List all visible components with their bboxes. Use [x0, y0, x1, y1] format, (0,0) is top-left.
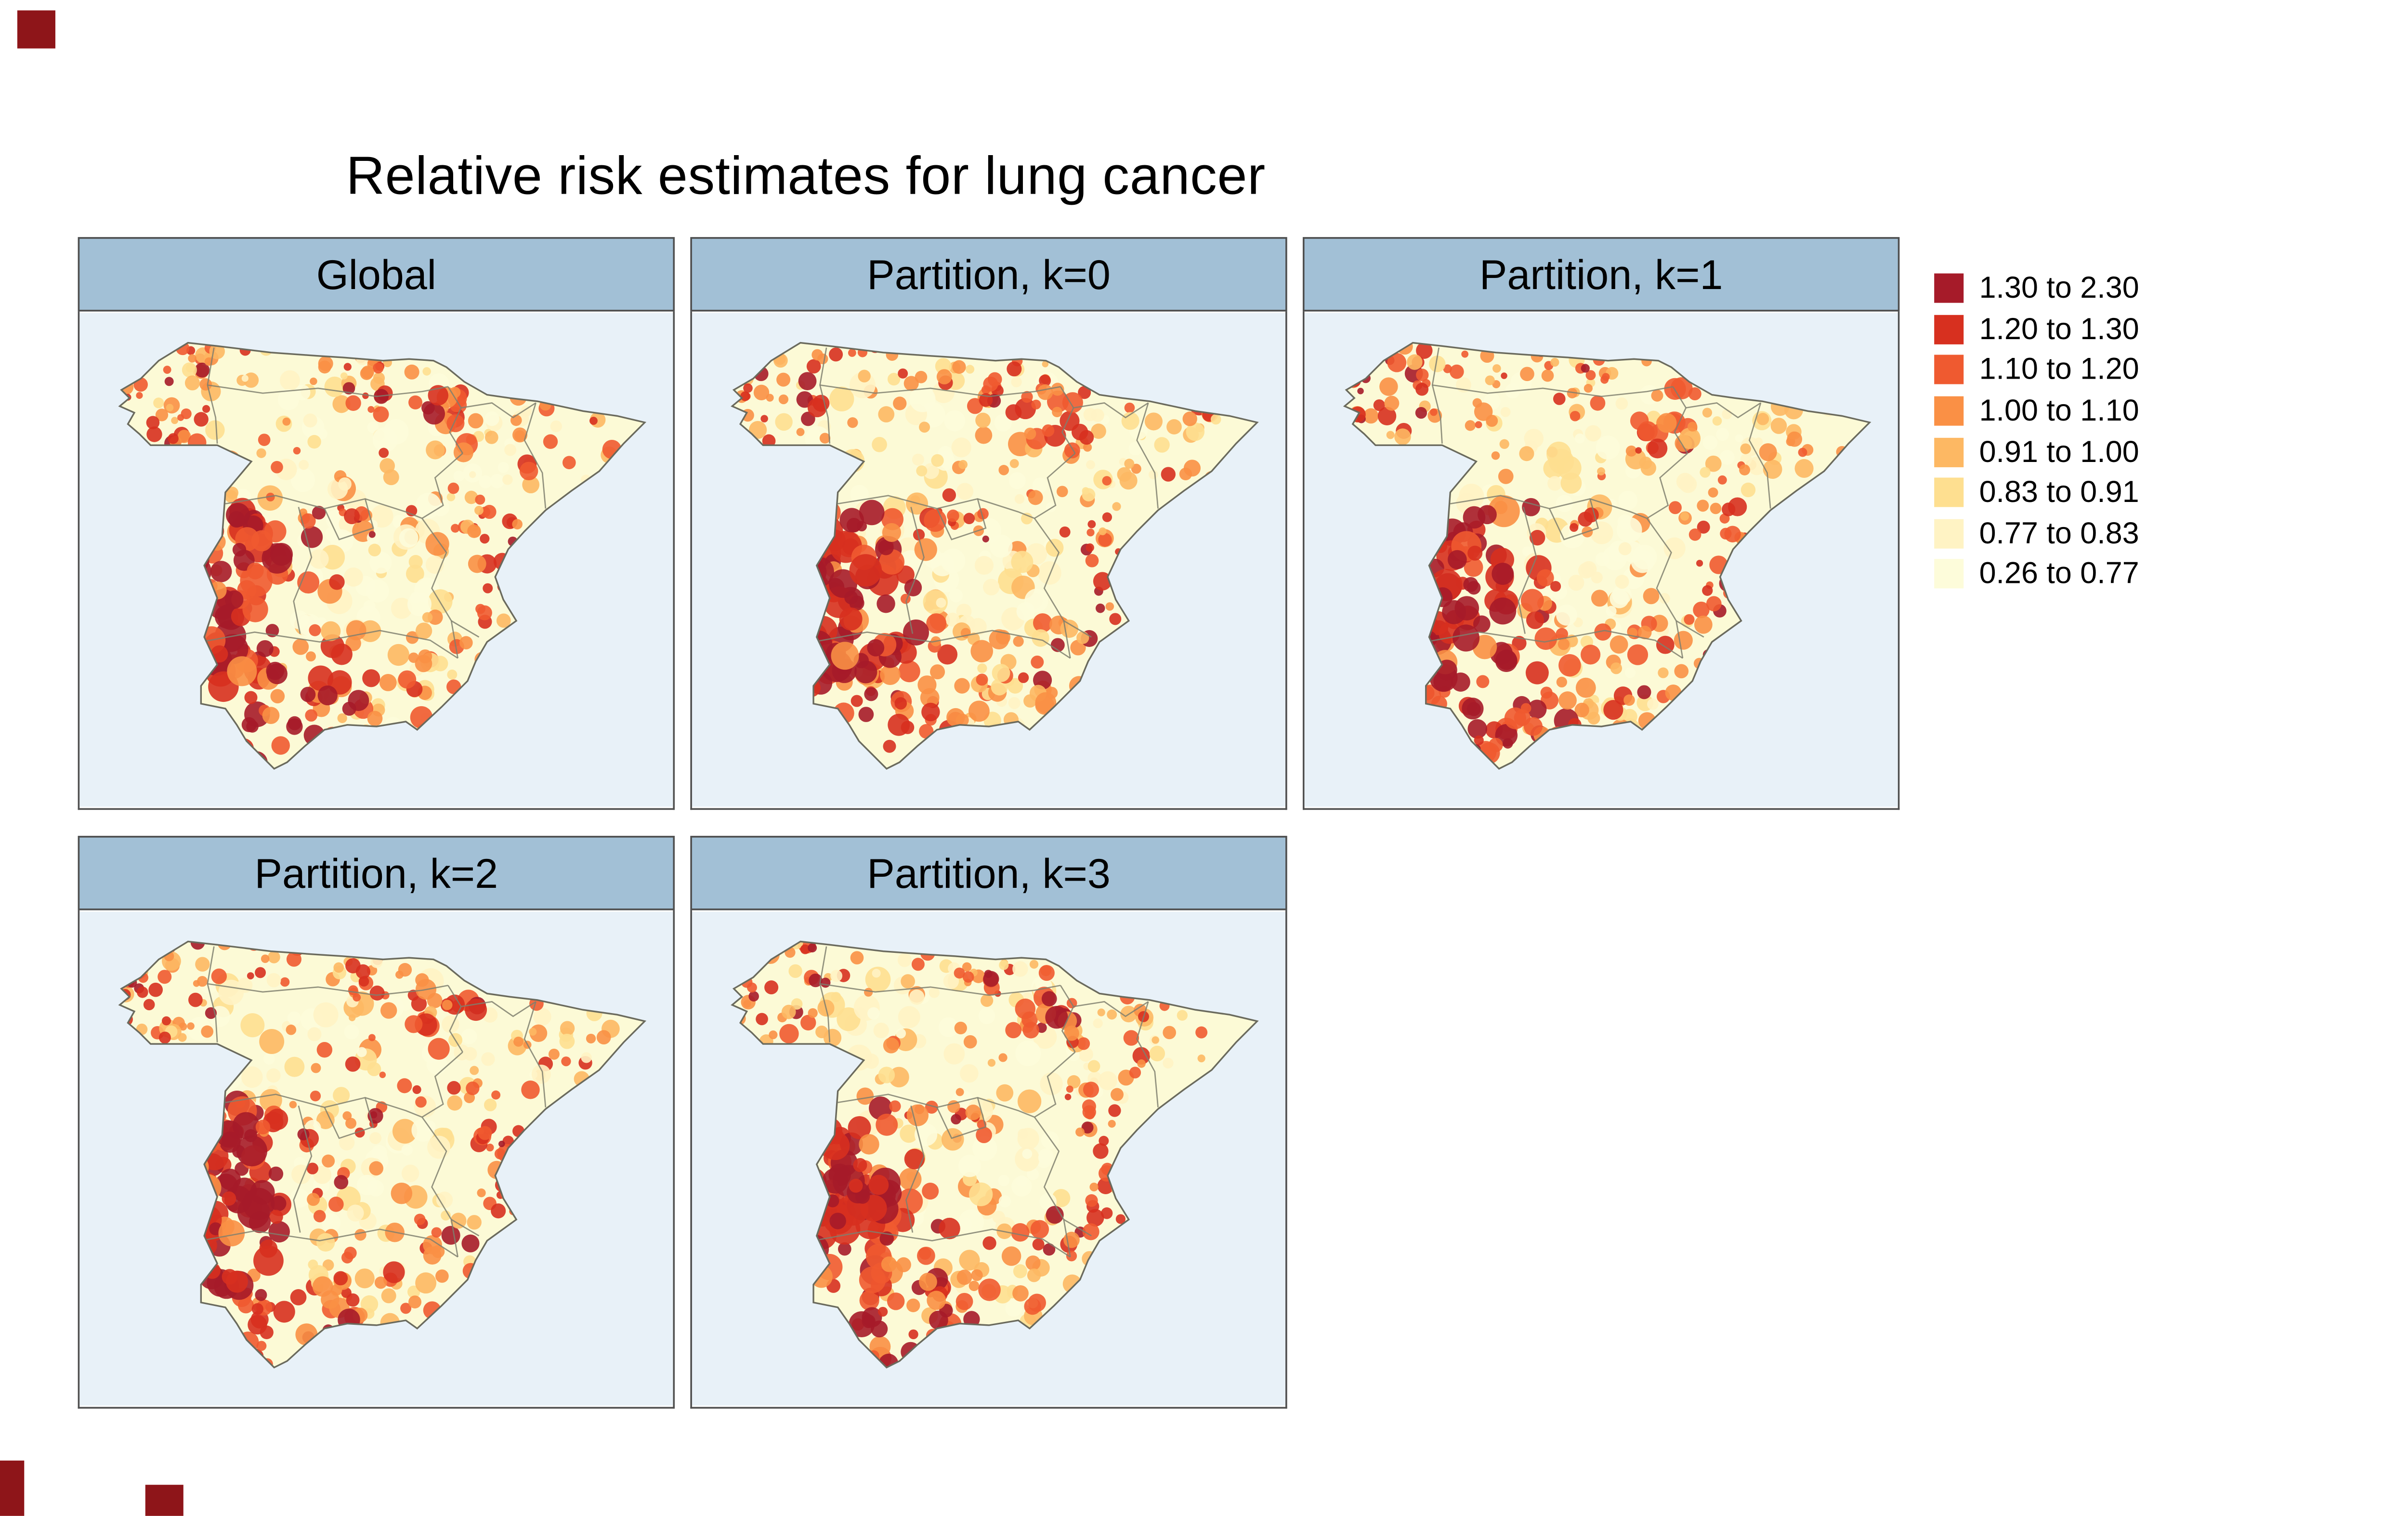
legend-swatch: [1934, 437, 1964, 467]
panel-title: Global: [78, 237, 675, 312]
legend-label: 1.30 to 2.30: [1979, 270, 2139, 305]
legend-swatch: [1934, 315, 1964, 344]
map-panel-3: Partition, k=2: [78, 836, 675, 1409]
legend-label: 0.26 to 0.77: [1979, 556, 2139, 591]
choropleth-map: [78, 910, 675, 1409]
spain-map-svg: [692, 911, 1286, 1406]
legend-label: 0.83 to 0.91: [1979, 475, 2139, 510]
map-panel-1: Partition, k=0: [690, 237, 1287, 810]
legend-swatch: [1934, 396, 1964, 426]
legend-swatch: [1934, 519, 1964, 549]
legend-row: 0.26 to 0.77: [1934, 554, 2139, 595]
legend-label: 1.20 to 1.30: [1979, 311, 2139, 346]
choropleth-map: [78, 311, 675, 810]
legend-label: 1.10 to 1.20: [1979, 352, 2139, 387]
figure-title: Relative risk estimates for lung cancer: [346, 145, 1266, 206]
spain-map-svg: [1304, 313, 1898, 807]
choropleth-map: [690, 910, 1287, 1409]
legend-row: 1.00 to 1.10: [1934, 391, 2139, 432]
legend-label: 0.91 to 1.00: [1979, 434, 2139, 469]
panel-title: Partition, k=0: [690, 237, 1287, 312]
panel-title: Partition, k=2: [78, 836, 675, 910]
legend-swatch: [1934, 559, 1964, 590]
choropleth-map: [690, 311, 1287, 810]
legend: 1.30 to 2.30 1.20 to 1.30 1.10 to 1.20 1.00…: [1934, 268, 2139, 595]
legend-row: 0.77 to 0.83: [1934, 513, 2139, 554]
legend-row: 1.30 to 2.30: [1934, 268, 2139, 309]
legend-row: 0.83 to 0.91: [1934, 473, 2139, 514]
red-corner-mark: [0, 1460, 25, 1516]
map-panel-0: Global: [78, 237, 675, 810]
spain-map-svg: [79, 313, 673, 807]
legend-label: 1.00 to 1.10: [1979, 393, 2139, 428]
legend-label: 0.77 to 0.83: [1979, 515, 2139, 550]
panel-title: Partition, k=3: [690, 836, 1287, 910]
legend-row: 0.91 to 1.00: [1934, 432, 2139, 473]
panel-title: Partition, k=1: [1303, 237, 1900, 312]
spain-map-svg: [79, 911, 673, 1406]
legend-row: 1.10 to 1.20: [1934, 350, 2139, 391]
spain-map-svg: [692, 313, 1286, 807]
legend-swatch: [1934, 478, 1964, 508]
legend-swatch: [1934, 356, 1964, 385]
red-corner-mark: [17, 10, 55, 49]
legend-row: 1.20 to 1.30: [1934, 309, 2139, 350]
map-panel-2: Partition, k=1: [1303, 237, 1900, 810]
red-corner-mark: [145, 1485, 183, 1516]
legend-swatch: [1934, 274, 1964, 303]
choropleth-map: [1303, 311, 1900, 810]
map-panel-4: Partition, k=3: [690, 836, 1287, 1409]
